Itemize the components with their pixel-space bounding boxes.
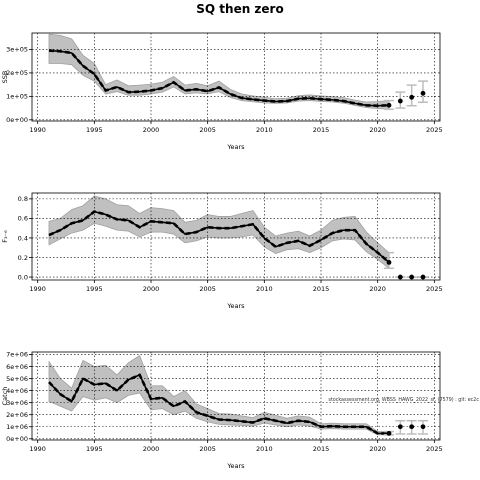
catch-y-tick-label: 2e+06 [6, 411, 28, 419]
fbar-x-tick-label: 2015 [313, 285, 330, 293]
fbar-x-tick-label: 2000 [143, 285, 160, 293]
catch-y-tick-label: 0e+00 [6, 435, 28, 443]
ssb-projection-point [420, 90, 426, 96]
catch-x-tick-label: 2010 [256, 445, 273, 453]
ssb-y-tick-label: 0e+00 [6, 116, 28, 124]
catch-panel: 1990 1995 2000 2005 2010 2015 2020 2025 0e+00 1e+… [1, 351, 443, 470]
ssb-y-tick-label: 3e+05 [6, 46, 28, 54]
ssb-y-axis-label: SSB [1, 71, 9, 84]
fbar-x-tick-label: 2025 [426, 285, 443, 293]
fbar-y-tick-label: 0.2 [18, 254, 28, 262]
fbar-y-axis-label: F₃₋₆ [1, 230, 9, 243]
catch-y-tick-label: 4e+06 [6, 387, 28, 395]
ssb-x-tick-label: 2025 [426, 126, 443, 134]
catch-projection-point [397, 424, 403, 430]
ssb-projection-point [409, 94, 415, 100]
fbar-x-tick-label: 1995 [86, 285, 103, 293]
fbar-x-tick-label: 2020 [369, 285, 386, 293]
ssb-x-tick-label: 2020 [369, 126, 386, 134]
catch-x-tick-label: 2020 [369, 445, 386, 453]
ssb-y-tick-label: 2e+05 [6, 69, 28, 77]
catch-y-tick-label: 7e+06 [6, 351, 28, 359]
fbar-projection-point [420, 274, 426, 280]
watermark-text: stockassessment.org, WBSS_HAWG_2022_sf, … [328, 397, 479, 403]
fbar-x-tick-label: 1990 [29, 285, 46, 293]
fbar-x-axis-label: Years [226, 302, 245, 310]
ssb-x-tick-label: 1995 [86, 126, 103, 134]
ssb-x-tick-label: 1990 [29, 126, 46, 134]
ssb-plot-frame [31, 32, 441, 122]
fbar-projection-point [397, 274, 403, 280]
ssb-y-tick-label: 1e+05 [6, 93, 28, 101]
catch-confidence-band [48, 355, 390, 436]
fbar-plot-frame [31, 192, 441, 281]
catch-y-tick-label: 6e+06 [6, 363, 28, 371]
catch-x-tick-label: 2015 [313, 445, 330, 453]
catch-x-tick-label: 2000 [143, 445, 160, 453]
catch-y-tick-label: 3e+06 [6, 399, 28, 407]
catch-x-tick-label: 2025 [426, 445, 443, 453]
ssb-x-axis-label: Years [226, 143, 245, 151]
fbar-y-tick-label: 0.6 [18, 215, 28, 223]
ssb-confidence-band [48, 33, 390, 110]
fbar-x-tick-label: 2010 [256, 285, 273, 293]
fbar-y-tick-label: 0.0 [18, 273, 28, 281]
catch-y-tick-label: 1e+06 [6, 423, 28, 431]
ssb-x-tick-label: 2000 [143, 126, 160, 134]
catch-y-axis-label: Catch [1, 387, 9, 406]
catch-plot-frame [31, 351, 441, 441]
catch-y-tick-label: 5e+06 [6, 375, 28, 383]
catch-x-tick-label: 1995 [86, 445, 103, 453]
fbar-projection-point [409, 274, 415, 280]
catch-x-tick-label: 2005 [199, 445, 216, 453]
ssb-x-tick-label: 2010 [256, 126, 273, 134]
fbar-projection-point [386, 260, 392, 265]
catch-x-tick-label: 1990 [29, 445, 46, 453]
ssb-estimate-dashes [48, 49, 390, 108]
ssb-x-tick-label: 2015 [313, 126, 330, 134]
catch-estimate-dashes [48, 373, 389, 435]
ssb-projection-point [386, 102, 392, 108]
catch-x-axis-label: Years [226, 462, 245, 470]
page-title: SQ then zero [196, 2, 284, 16]
catch-projection-point [386, 430, 392, 436]
catch-projection-point [420, 424, 426, 430]
catch-projection-point [409, 424, 415, 430]
fbar-y-tick-label: 0.4 [18, 234, 28, 242]
fbar-panel: 1990 1995 2000 2005 2010 2015 2020 2025 0.0 0.2 0.… [1, 192, 443, 310]
ssb-x-tick-label: 2005 [199, 126, 216, 134]
ssb-projection-point [397, 98, 403, 104]
ssb-panel: 1990 1995 2000 2005 2010 2015 2020 2025 0e+00 1e+… [1, 32, 443, 151]
fbar-x-tick-label: 2005 [199, 285, 216, 293]
fbar-estimate-dashes [48, 210, 390, 264]
fbar-y-tick-label: 0.8 [18, 195, 28, 203]
